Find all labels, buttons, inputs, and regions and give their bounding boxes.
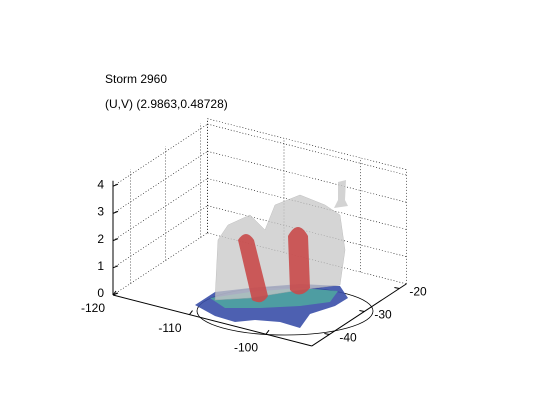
z-tick-label: 2 — [97, 232, 104, 246]
x-tick-label: -110 — [158, 321, 181, 335]
z-tick-label: 0 — [97, 286, 104, 300]
y-tick-label: -20 — [409, 285, 427, 299]
grid-line — [207, 123, 407, 176]
grid-line — [112, 232, 208, 296]
isosurfaces — [195, 180, 374, 336]
y-axis — [311, 283, 407, 347]
x-axis — [112, 294, 313, 347]
z-tick-label: 1 — [97, 259, 104, 273]
tick-mark — [394, 286, 400, 289]
tick-mark — [324, 332, 330, 335]
z-tick-label: 3 — [97, 205, 104, 219]
grid-line — [112, 178, 208, 241]
tick-mark — [189, 310, 193, 315]
gray-fragment — [334, 180, 348, 208]
grid-line — [112, 151, 208, 214]
gray-isosurface — [214, 194, 346, 301]
tick-mark — [112, 265, 119, 269]
grid-edge — [207, 118, 407, 170]
x-tick-label: -120 — [81, 301, 105, 315]
y-tick-label: -30 — [374, 308, 392, 322]
tick-mark — [112, 183, 119, 187]
tick-mark — [112, 210, 119, 214]
chart-subtitle: (U,V) (2.9863,0.48728) — [105, 97, 228, 111]
x-tick-label: -100 — [234, 340, 258, 354]
chart-title: Storm 2960 — [105, 72, 167, 86]
tick-mark — [112, 238, 119, 242]
z-tick-label: 4 — [97, 177, 104, 191]
red-isosurface — [288, 227, 310, 295]
grid-line — [112, 205, 208, 269]
tick-mark — [112, 290, 117, 296]
tick-mark — [359, 309, 365, 312]
grid-line — [207, 151, 407, 203]
grid-line — [112, 123, 208, 187]
red-isosurface — [238, 234, 268, 303]
axes: 0 1 2 3 4 -120 -110 -100 -40 -30 -20 — [81, 177, 427, 354]
tick-mark — [265, 329, 270, 335]
y-tick-label: -40 — [339, 331, 357, 345]
mid-isosurface — [210, 288, 338, 308]
